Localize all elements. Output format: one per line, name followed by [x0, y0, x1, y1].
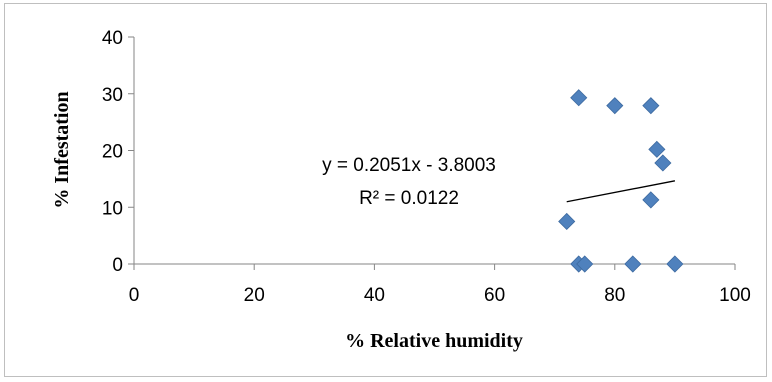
x-tick-label: 100 [719, 285, 751, 306]
data-point [570, 89, 588, 107]
x-tick-label: 60 [484, 285, 505, 306]
data-point [654, 154, 672, 172]
data-point [558, 212, 576, 231]
x-tick-label: 20 [244, 285, 265, 306]
data-point [576, 255, 594, 273]
linear-trendline [566, 180, 676, 203]
data-point [648, 140, 666, 158]
x-tick-label: 80 [604, 285, 625, 306]
y-tick-label: 10 [102, 198, 123, 219]
y-axis-title: % Infestation [51, 91, 73, 208]
data-point [606, 97, 624, 115]
trendline-r-squared: R² = 0.0122 [359, 188, 459, 209]
x-tick-label: 40 [364, 285, 385, 306]
y-tick-label: 20 [102, 142, 123, 163]
y-tick-label: 0 [112, 255, 123, 276]
axes [128, 36, 736, 270]
data-point [642, 191, 660, 209]
data-points [558, 89, 684, 273]
data-point [624, 255, 642, 273]
data-point [666, 255, 684, 273]
x-tick-label: 0 [129, 285, 140, 306]
x-tick-labels: 0 20 40 60 80 100 [129, 285, 751, 306]
x-axis-title: % Relative humidity [345, 330, 523, 352]
y-tick-labels: 0 10 20 30 40 [102, 28, 123, 276]
trendline-equation: y = 0.2051x - 3.8003 [322, 155, 496, 176]
y-tick-label: 30 [102, 85, 123, 106]
data-point [642, 97, 660, 115]
chart-area [4, 3, 767, 377]
trendline-group [566, 180, 676, 203]
y-tick-label: 40 [102, 28, 123, 49]
